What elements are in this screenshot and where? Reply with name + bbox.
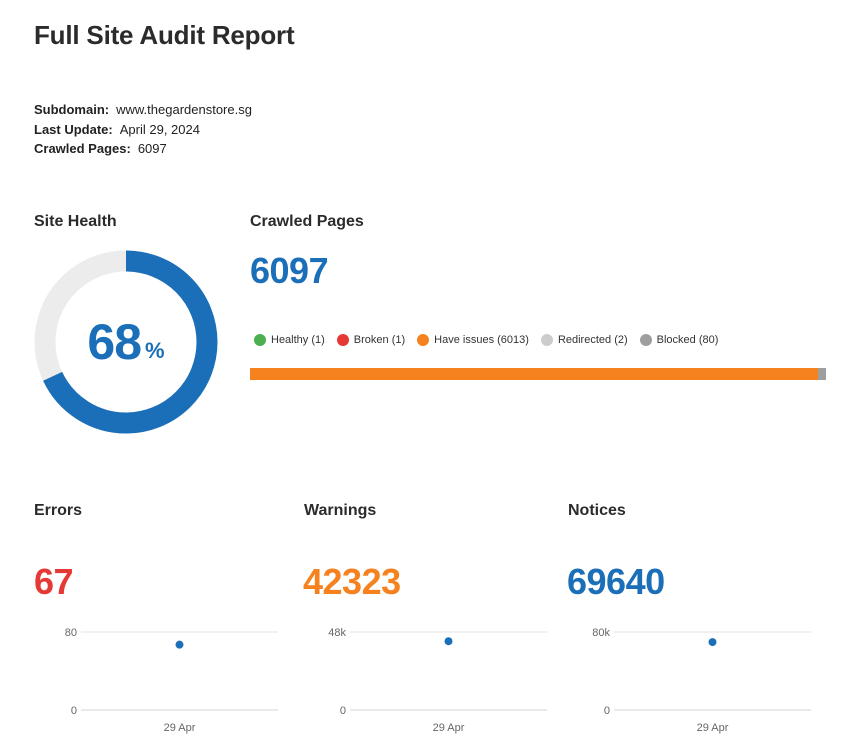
y-tick-label: 0 xyxy=(340,705,346,717)
legend-item: Healthy (1) xyxy=(254,334,325,346)
bar-segment xyxy=(250,368,819,380)
legend-item: Broken (1) xyxy=(336,334,406,346)
legend-dot-icon xyxy=(639,334,652,346)
x-tick-label: 29 Apr xyxy=(433,722,465,734)
data-point xyxy=(444,637,453,646)
y-tick-label: 0 xyxy=(604,705,610,717)
notices-count: 69640 xyxy=(567,561,665,602)
legend-label: Blocked (80) xyxy=(656,334,719,346)
crawled-pages-total: 6097 xyxy=(250,250,329,291)
donut-fill xyxy=(34,250,218,434)
legend-dot-icon xyxy=(336,334,349,346)
legend-item: Redirected (2) xyxy=(540,334,628,346)
warnings-trend-chart: 48k 0 29 Apr xyxy=(303,618,553,738)
percent-symbol: % xyxy=(145,338,165,363)
legend-item: Blocked (80) xyxy=(639,334,719,346)
site-health-percent: 68% xyxy=(34,250,218,434)
subdomain-value: www.thegardenstore.sg xyxy=(116,102,252,117)
notices-trend-chart: 80k 0 29 Apr xyxy=(567,618,817,738)
legend-label: Redirected (2) xyxy=(557,334,628,346)
y-tick-label: 0 xyxy=(71,705,77,717)
crawled-pages-row: Crawled Pages: 6097 xyxy=(34,139,252,159)
site-health-value: 68 xyxy=(87,314,142,370)
y-tick-label: 80 xyxy=(65,627,77,639)
crawled-pages-stacked-bar xyxy=(250,368,826,380)
errors-count: 67 xyxy=(34,561,74,602)
warnings-heading: Warnings xyxy=(304,502,377,519)
data-point xyxy=(175,640,184,649)
bar-segment xyxy=(818,368,826,380)
last-update-row: Last Update: April 29, 2024 xyxy=(34,120,252,140)
site-health-heading: Site Health xyxy=(34,213,117,230)
legend-dot-icon xyxy=(254,334,266,346)
legend-dot-icon xyxy=(417,334,430,346)
subdomain-label: Subdomain: xyxy=(34,102,110,117)
notices-trend-svg: 80k 0 29 Apr xyxy=(592,627,811,734)
report-meta: Subdomain: www.thegardenstore.sg Last Upd… xyxy=(34,100,252,159)
crawled-pages-heading: Crawled Pages xyxy=(250,213,364,230)
legend-dot-icon xyxy=(540,334,553,346)
legend-label: Healthy (1) xyxy=(271,334,325,346)
x-tick-label: 29 Apr xyxy=(697,722,729,734)
last-update-label: Last Update: xyxy=(34,121,113,137)
legend-label: Broken (1) xyxy=(353,334,406,346)
y-tick-label: 48k xyxy=(328,627,346,639)
subdomain-row: Subdomain: www.thegardenstore.sg xyxy=(34,100,252,120)
crawled-pages-label: Crawled Pages: xyxy=(34,141,131,156)
site-health-donut xyxy=(34,250,218,434)
x-tick-label: 29 Apr xyxy=(164,722,196,734)
warnings-count: 42323 xyxy=(303,561,401,602)
errors-trend-svg: 80 0 29 Apr xyxy=(65,627,278,734)
data-point xyxy=(708,638,717,647)
crawled-pages-legend: Healthy (1) Broken (1) Have issues (6013) R… xyxy=(254,334,730,346)
errors-heading: Errors xyxy=(34,502,83,519)
legend-label: Have issues (6013) xyxy=(434,334,529,346)
y-tick-label: 80k xyxy=(592,627,610,639)
errors-trend-chart: 80 0 29 Apr xyxy=(34,618,284,738)
legend-item: Have issues (6013) xyxy=(417,334,529,346)
page-title: Full Site Audit Report xyxy=(34,20,295,50)
last-update-value: April 29, 2024 xyxy=(119,121,200,137)
warnings-trend-svg: 48k 0 29 Apr xyxy=(328,627,547,734)
notices-heading: Notices xyxy=(568,502,626,519)
crawled-pages-value: 6097 xyxy=(137,141,167,156)
